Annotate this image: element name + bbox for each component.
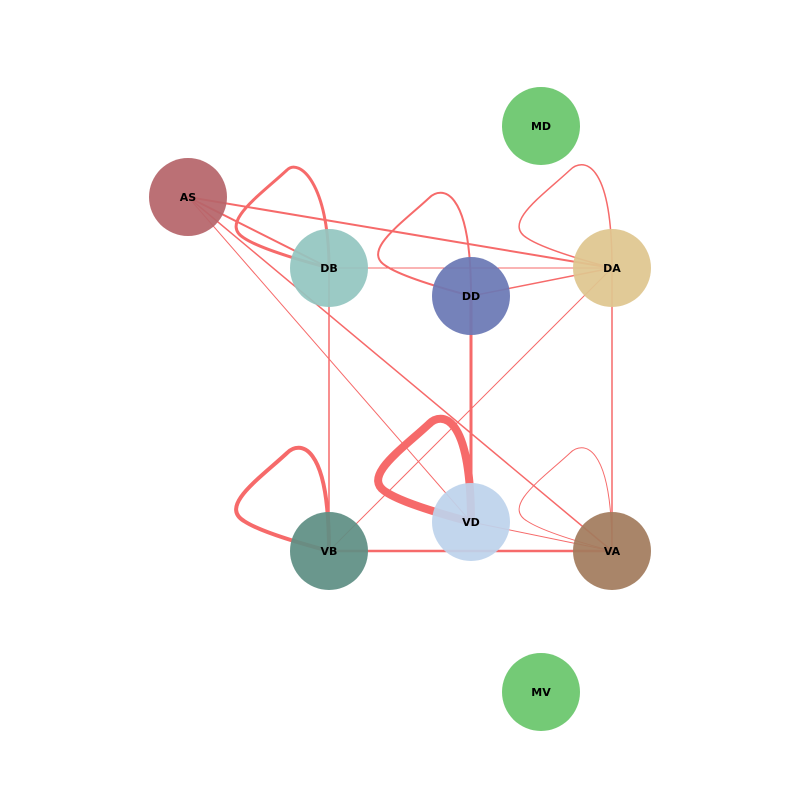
node-label: AS <box>180 191 197 204</box>
edge-as-va <box>187 196 613 552</box>
node-mv[interactable]: MV <box>502 653 580 731</box>
self-loop-da <box>518 164 613 269</box>
node-circle <box>573 512 651 590</box>
node-label: VD <box>462 516 480 529</box>
self-loop-db <box>234 165 331 270</box>
node-label: VA <box>604 545 621 558</box>
node-label: DA <box>603 262 621 275</box>
node-circle <box>502 653 580 731</box>
edge-as-da <box>187 196 613 269</box>
node-db[interactable]: DB <box>290 229 368 307</box>
node-label: MD <box>531 120 551 133</box>
node-vd[interactable]: VD <box>432 483 510 561</box>
edges-layer <box>187 164 614 553</box>
node-circle <box>573 229 651 307</box>
node-label: DD <box>462 290 480 303</box>
self-loop-va <box>518 447 613 552</box>
node-vb[interactable]: VB <box>290 512 368 590</box>
self-loop-vd <box>374 414 475 526</box>
node-va[interactable]: VA <box>573 512 651 590</box>
node-md[interactable]: MD <box>502 87 580 165</box>
edge-da-vb <box>328 267 613 552</box>
node-circle <box>290 229 368 307</box>
node-circle <box>290 512 368 590</box>
node-label: DB <box>320 262 338 275</box>
nodes-layer: AS DB DD DA MD VB VD VA MV <box>149 87 651 731</box>
node-circle <box>432 483 510 561</box>
node-circle <box>432 257 510 335</box>
self-loop-dd <box>377 191 472 297</box>
node-circle <box>149 158 227 236</box>
node-dd[interactable]: DD <box>432 257 510 335</box>
node-circle <box>502 87 580 165</box>
node-label: VB <box>321 545 338 558</box>
self-loop-vb <box>234 445 331 553</box>
node-da[interactable]: DA <box>573 229 651 307</box>
node-as[interactable]: AS <box>149 158 227 236</box>
node-label: MV <box>531 686 551 699</box>
